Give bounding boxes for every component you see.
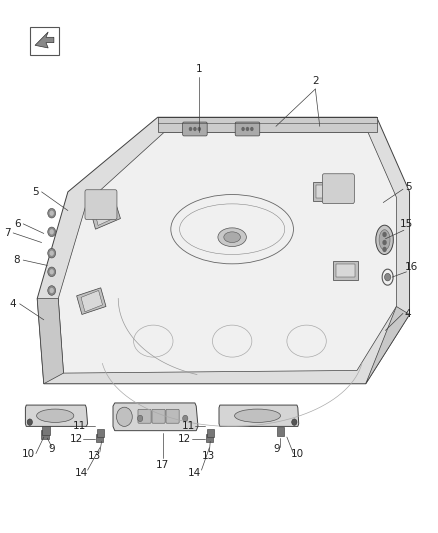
Text: 7: 7 xyxy=(4,228,11,238)
Ellipse shape xyxy=(376,225,393,255)
Circle shape xyxy=(49,288,54,293)
Text: 17: 17 xyxy=(156,460,170,470)
Polygon shape xyxy=(333,261,358,280)
Circle shape xyxy=(189,127,192,131)
Circle shape xyxy=(292,419,297,425)
Text: 9: 9 xyxy=(273,445,280,454)
Text: 1: 1 xyxy=(196,64,203,74)
Polygon shape xyxy=(316,185,334,198)
Polygon shape xyxy=(41,430,49,439)
Circle shape xyxy=(138,415,143,422)
Polygon shape xyxy=(158,117,377,132)
FancyBboxPatch shape xyxy=(85,190,117,220)
Circle shape xyxy=(49,211,54,216)
Text: 13: 13 xyxy=(88,451,101,461)
Circle shape xyxy=(27,419,32,425)
Text: 2: 2 xyxy=(312,76,319,86)
Polygon shape xyxy=(42,426,50,435)
Circle shape xyxy=(48,227,56,237)
Ellipse shape xyxy=(218,228,246,246)
Polygon shape xyxy=(58,132,396,373)
Circle shape xyxy=(48,208,56,218)
Circle shape xyxy=(385,273,391,281)
FancyBboxPatch shape xyxy=(166,409,179,423)
Text: 5: 5 xyxy=(405,182,412,191)
FancyBboxPatch shape xyxy=(235,122,260,136)
Text: 11: 11 xyxy=(73,422,86,431)
Text: 10: 10 xyxy=(290,449,304,459)
Text: 14: 14 xyxy=(188,469,201,478)
Ellipse shape xyxy=(224,232,240,243)
FancyBboxPatch shape xyxy=(322,174,354,204)
Polygon shape xyxy=(37,117,410,384)
Circle shape xyxy=(48,286,56,295)
FancyBboxPatch shape xyxy=(183,122,207,136)
Text: 5: 5 xyxy=(32,187,39,197)
Polygon shape xyxy=(219,405,299,426)
Polygon shape xyxy=(313,182,337,201)
Text: 13: 13 xyxy=(201,451,215,461)
Text: 15: 15 xyxy=(400,219,413,229)
Circle shape xyxy=(48,248,56,258)
Polygon shape xyxy=(207,429,214,437)
Circle shape xyxy=(183,415,188,422)
Polygon shape xyxy=(97,429,104,437)
FancyBboxPatch shape xyxy=(138,409,151,423)
Circle shape xyxy=(48,267,56,277)
Circle shape xyxy=(382,232,387,237)
Text: 12: 12 xyxy=(70,434,83,444)
Text: 14: 14 xyxy=(74,469,88,478)
FancyBboxPatch shape xyxy=(152,409,165,423)
Polygon shape xyxy=(277,427,284,436)
Text: 10: 10 xyxy=(22,449,35,459)
Text: 16: 16 xyxy=(405,262,418,271)
Polygon shape xyxy=(81,290,102,312)
Polygon shape xyxy=(77,288,106,314)
Polygon shape xyxy=(35,32,54,48)
Text: 8: 8 xyxy=(13,255,20,265)
Polygon shape xyxy=(94,201,117,225)
Polygon shape xyxy=(90,197,120,229)
Circle shape xyxy=(246,127,249,131)
Circle shape xyxy=(198,127,201,131)
Text: 12: 12 xyxy=(178,434,191,444)
Polygon shape xyxy=(366,306,410,384)
Polygon shape xyxy=(25,405,88,426)
Polygon shape xyxy=(336,264,355,277)
Circle shape xyxy=(241,127,245,131)
Circle shape xyxy=(193,127,197,131)
Circle shape xyxy=(117,407,132,426)
Circle shape xyxy=(49,269,54,274)
Circle shape xyxy=(49,229,54,235)
Text: 4: 4 xyxy=(405,310,412,319)
Circle shape xyxy=(382,247,387,252)
Text: 6: 6 xyxy=(14,219,21,229)
Ellipse shape xyxy=(234,409,280,422)
Polygon shape xyxy=(96,434,103,442)
Text: 9: 9 xyxy=(48,445,55,454)
Text: 11: 11 xyxy=(182,422,195,431)
Circle shape xyxy=(49,251,54,256)
Circle shape xyxy=(250,127,254,131)
Ellipse shape xyxy=(36,409,74,422)
Polygon shape xyxy=(113,403,198,431)
Circle shape xyxy=(382,240,387,245)
Polygon shape xyxy=(37,298,64,384)
Text: 4: 4 xyxy=(10,299,17,309)
Polygon shape xyxy=(206,434,213,442)
Ellipse shape xyxy=(379,230,390,250)
